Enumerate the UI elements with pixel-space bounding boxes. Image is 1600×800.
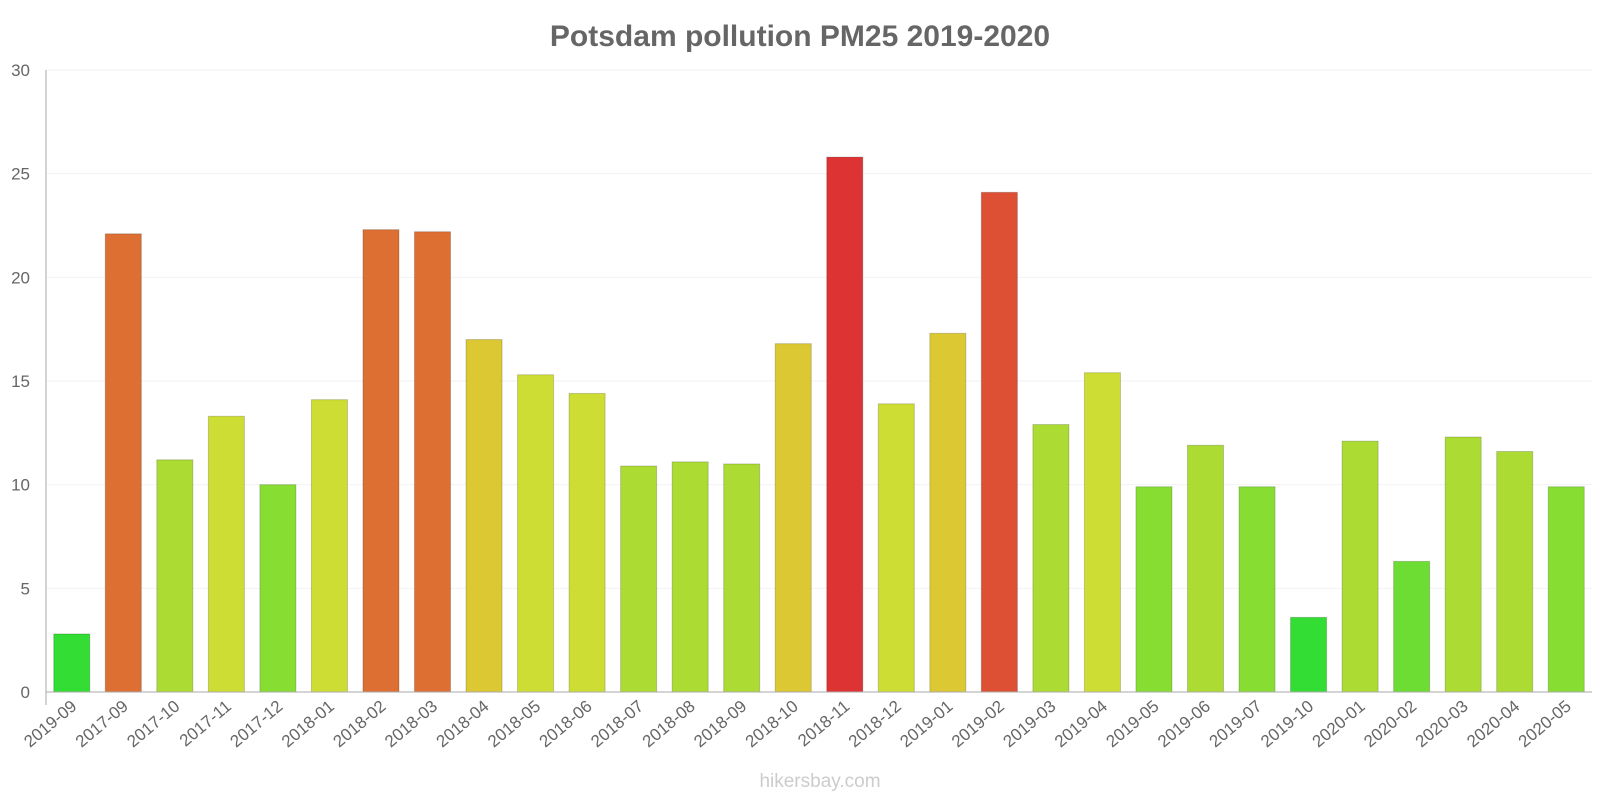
x-tick-label: 2017-09: [72, 697, 132, 752]
x-tick-label: 2019-05: [1103, 697, 1163, 752]
bar-2019-01: [929, 332, 967, 693]
x-tick-label: 2018-08: [639, 697, 699, 752]
bars: [53, 156, 1585, 693]
bar-2017-10: [156, 459, 194, 693]
bar-2019-10: [1290, 616, 1328, 693]
x-tick-label: 2018-11: [794, 697, 853, 751]
x-tick-label: 2018-02: [330, 697, 390, 752]
y-axis: 0 5 10 15 20 25 30: [11, 61, 30, 702]
bar-2018-02: [362, 229, 400, 693]
bar-2018-11: [826, 156, 864, 693]
bar-2017-09: [104, 233, 142, 693]
x-tick-label: 2020-02: [1360, 697, 1420, 752]
y-tick-label: 15: [11, 372, 30, 391]
x-tick-label: 2020-04: [1463, 697, 1523, 752]
y-tick-label: 30: [11, 61, 30, 80]
x-tick-label: 2019-04: [1051, 697, 1111, 752]
x-tick-label: 2018-03: [381, 697, 441, 752]
x-tick-label: 2018-09: [690, 697, 750, 752]
chart-title: Potsdam pollution PM25 2019-2020: [550, 20, 1050, 53]
bar-2018-09: [723, 463, 761, 693]
x-tick-label: 2019-07: [1206, 697, 1266, 752]
x-tick-label: 2019-03: [999, 697, 1059, 752]
x-tick-label: 2019-01: [896, 697, 956, 752]
y-tick-label: 0: [21, 683, 30, 702]
x-tick-label: 2020-05: [1515, 697, 1575, 752]
bar-2019-03: [1032, 424, 1070, 693]
bar-2017-11: [207, 415, 245, 693]
bar-2018-10: [774, 343, 812, 693]
y-tick-label: 25: [11, 165, 30, 184]
x-tick-label: 2019-10: [1257, 697, 1317, 752]
x-tick-label: 2020-03: [1412, 697, 1472, 752]
bar-2019-04: [1083, 372, 1121, 693]
bar-2018-05: [517, 374, 555, 693]
bar-2020-05: [1547, 486, 1585, 693]
bar-2020-03: [1444, 436, 1482, 693]
bar-2018-04: [465, 339, 503, 693]
bar-2019-02: [980, 191, 1018, 693]
y-tick-label: 20: [11, 268, 30, 287]
bar-2017-12: [259, 484, 297, 693]
x-tick-label: 2018-07: [587, 697, 647, 752]
bar-2018-08: [671, 461, 709, 693]
x-tick-label: 2019-09: [20, 697, 80, 752]
x-tick-label: 2018-05: [484, 697, 544, 752]
y-tick-label: 10: [11, 476, 30, 495]
x-tick-label: 2017-11: [176, 697, 235, 751]
x-tick-label: 2020-01: [1309, 697, 1369, 752]
bar-2020-04: [1496, 450, 1534, 693]
bar-2018-06: [568, 392, 606, 693]
x-tick-label: 2018-04: [433, 697, 493, 752]
x-tick-label: 2017-12: [226, 697, 286, 752]
x-tick-label: 2018-06: [536, 697, 596, 752]
credit-text: hikersbay.com: [759, 771, 880, 792]
x-tick-label: 2018-12: [845, 697, 905, 752]
x-tick-label: 2019-06: [1154, 697, 1214, 752]
bar-2019-09: [53, 633, 91, 693]
bar-2018-12: [877, 403, 915, 693]
bar-2019-05: [1135, 486, 1173, 693]
grid: [46, 69, 1592, 589]
bar-2018-07: [620, 465, 658, 693]
x-tick-label: 2018-10: [742, 697, 802, 752]
x-tick-label: 2017-10: [123, 697, 183, 752]
bar-2019-07: [1238, 486, 1276, 693]
bar-2018-01: [310, 399, 348, 693]
bar-2020-02: [1393, 560, 1431, 693]
x-tick-label: 2019-02: [948, 697, 1008, 752]
x-tick-label: 2018-01: [278, 697, 338, 752]
y-tick-label: 5: [21, 579, 30, 598]
bar-2019-06: [1186, 444, 1225, 693]
bar-2018-03: [413, 231, 452, 693]
bar-2020-01: [1341, 440, 1379, 693]
x-axis: 2019-092017-092017-102017-112017-122018-…: [20, 697, 1574, 752]
